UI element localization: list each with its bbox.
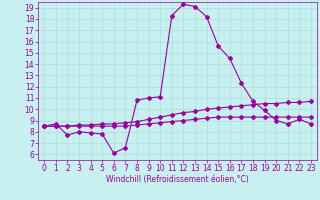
X-axis label: Windchill (Refroidissement éolien,°C): Windchill (Refroidissement éolien,°C) (106, 175, 249, 184)
